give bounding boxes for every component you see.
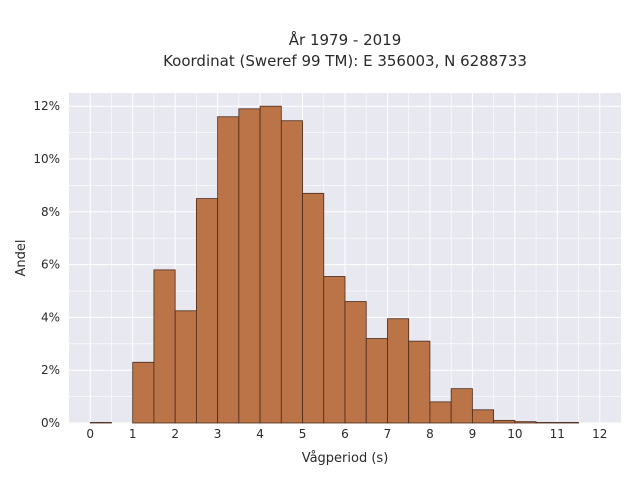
histogram-bar: [471, 409, 495, 424]
y-tick-label: 10%: [33, 152, 60, 166]
histogram-bar: [259, 105, 282, 424]
y-tick-label: 4%: [41, 310, 60, 324]
histogram-bar: [408, 340, 431, 424]
histogram-bar: [514, 421, 537, 424]
y-tick-label: 0%: [41, 416, 60, 430]
histogram-bar: [153, 269, 176, 424]
histogram-bar: [280, 120, 303, 424]
x-tick-label: 8: [426, 427, 434, 441]
x-tick-label: 1: [129, 427, 137, 441]
histogram-bar: [174, 310, 197, 424]
histogram-bar: [493, 419, 516, 424]
x-axis-label: Vågperiod (s): [302, 451, 389, 466]
y-tick-label: 6%: [41, 258, 60, 272]
histogram-bar: [195, 198, 219, 424]
histogram-bar: [535, 422, 558, 424]
x-tick-labels: 0 1 2 3 4 5 6 7 8 9 10 11 12: [86, 427, 607, 441]
y-tick-label: 12%: [33, 99, 60, 113]
y-tick-label: 8%: [41, 205, 60, 219]
histogram-bar: [429, 401, 452, 424]
histogram-bar: [132, 361, 155, 424]
y-tick-label: 2%: [41, 363, 60, 377]
histogram-bar: [450, 388, 473, 424]
histogram-bar: [302, 192, 325, 424]
chart-subtitle: Koordinat (Sweref 99 TM): E 356003, N 62…: [163, 52, 527, 70]
histogram-bar: [217, 116, 240, 424]
x-tick-label: 9: [469, 427, 477, 441]
x-tick-label: 3: [214, 427, 222, 441]
x-tick-label: 4: [256, 427, 264, 441]
x-tick-label: 12: [592, 427, 607, 441]
histogram-bar: [365, 338, 388, 424]
histogram-bar: [238, 108, 261, 424]
histogram-bars: [89, 105, 579, 424]
chart-title: År 1979 - 2019: [289, 30, 402, 49]
histogram-bar: [323, 276, 346, 424]
y-tick-labels: 0% 2% 4% 6% 8% 10% 12%: [33, 99, 60, 430]
histogram-bar: [556, 422, 579, 424]
x-tick-label: 7: [384, 427, 392, 441]
x-tick-label: 2: [171, 427, 179, 441]
x-tick-label: 11: [550, 427, 565, 441]
x-tick-label: 6: [341, 427, 349, 441]
x-tick-label: 10: [507, 427, 522, 441]
x-tick-label: 0: [86, 427, 94, 441]
histogram-bar: [387, 318, 410, 424]
y-axis-label: Andel: [14, 240, 29, 277]
histogram-bar: [89, 422, 112, 424]
x-tick-label: 5: [299, 427, 307, 441]
histogram-bar: [344, 301, 367, 424]
